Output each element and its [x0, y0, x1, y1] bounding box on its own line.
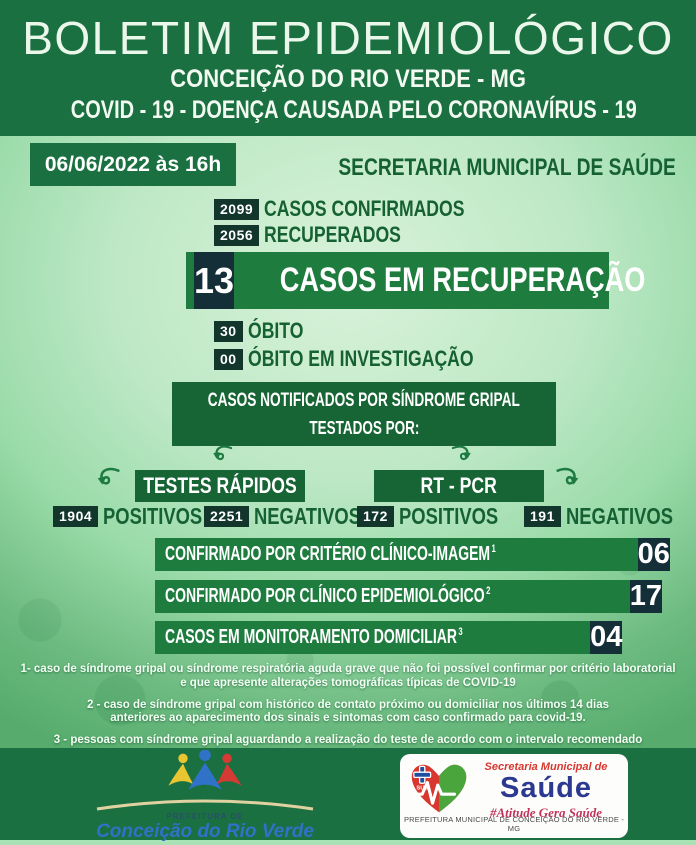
deaths-row: 30 ÓBITO	[214, 318, 317, 343]
bottom-strip	[0, 840, 696, 845]
svg-text:SUS: SUS	[416, 786, 428, 792]
rapid-negatives: 2251 NEGATIVOS	[204, 502, 388, 529]
criteria-value: 06	[637, 538, 670, 571]
criteria-row-clinical-image: CONFIRMADO POR CRITÉRIO CLÍNICO-IMAGEM1 …	[155, 538, 670, 571]
recovered-label: RECUPERADOS	[264, 222, 402, 247]
deaths-investigation-count-badge: 00	[214, 348, 243, 370]
swirl-arrow-icon	[97, 467, 120, 485]
in-recovery-label-wrap: CASOS EM RECUPERAÇÃO	[279, 261, 646, 299]
criteria-row-epidemiological: CONFIRMADO POR CLÍNICO EPIDEMIOLÓGICO2 1…	[155, 580, 663, 613]
heart-logo-icon: SUS	[411, 764, 467, 813]
health-logo-name: Saúde	[499, 772, 593, 804]
deaths-count-badge: 30	[214, 320, 243, 342]
pcr-positives: 172 POSITIVOS	[357, 502, 523, 529]
date-badge: 06/06/2022 às 16h	[30, 143, 236, 186]
header-subtitle-wrap: CONCEIÇÃO DO RIO VERDE - MG	[0, 65, 696, 94]
rapid-positives-count: 1904	[53, 505, 99, 527]
department-title: SECRETARIA MUNICIPAL DE SAÚDE	[338, 154, 676, 181]
rtpcr-box: RT - PCR	[374, 470, 544, 502]
pcr-negatives: 191 NEGATIVOS	[524, 502, 696, 529]
sus-cross-icon: SUS	[413, 765, 432, 792]
notified-line2: TESTADOS POR:	[308, 417, 419, 438]
health-logo-card: SUS Secretaria Municipal de Saúde #Atitu…	[400, 754, 628, 838]
header-subtitle2-wrap: COVID - 19 - DOENÇA CAUSADA PELO CORONAV…	[0, 94, 696, 125]
swirl-arrow-icon	[451, 445, 471, 461]
page-title: BOLETIM EPIDEMIOLÓGICO	[22, 12, 674, 64]
arc-swoosh-icon	[96, 799, 314, 811]
criteria-value: 17	[629, 580, 663, 613]
notified-line1: CASOS NOTIFICADOS POR SÍNDROME GRIPAL	[207, 389, 521, 411]
recovered-count-badge: 2056	[214, 224, 260, 246]
confirmed-count-badge: 2099	[214, 198, 260, 220]
footnote-1: 1- caso de síndrome gripal ou síndrome r…	[20, 663, 676, 689]
pcr-negatives-label: NEGATIVOS	[565, 502, 673, 529]
city-logo-name: Conceição do Rio Verde	[96, 821, 314, 842]
pcr-positives-label: POSITIVOS	[398, 502, 499, 529]
criteria-label-wrap: CASOS EM MONITORAMENTO DOMICILIAR3	[155, 621, 591, 654]
pcr-positives-count: 172	[357, 505, 394, 527]
deaths-investigation-label: ÓBITO EM INVESTIGAÇÃO	[247, 346, 474, 371]
swirl-arrow-icon	[213, 445, 233, 461]
health-logo-line1: Secretaria Municipal de	[484, 761, 608, 773]
health-logo-footer-line: PREFEITURA MUNICIPAL DE CONCEIÇÃO DO RIO…	[403, 815, 625, 833]
deaths-label: ÓBITO	[247, 318, 303, 343]
city-subtitle: CONCEIÇÃO DO RIO VERDE - MG	[170, 65, 526, 93]
rapid-positives: 1904 POSITIVOS	[53, 502, 227, 529]
criteria-label-wrap: CONFIRMADO POR CLÍNICO EPIDEMIOLÓGICO2	[155, 580, 630, 613]
rapid-negatives-count: 2251	[204, 505, 250, 527]
recovered-row: 2056 RECUPERADOS	[214, 222, 435, 247]
confirmed-label: CASOS CONFIRMADOS	[264, 196, 465, 221]
deaths-investigation-row: 00 ÓBITO EM INVESTIGAÇÃO	[214, 346, 530, 371]
in-recovery-count: 13	[194, 252, 235, 309]
criteria-row-home-monitoring: CASOS EM MONITORAMENTO DOMICILIAR3 04	[155, 621, 623, 654]
rapid-tests-box: TESTES RÁPIDOS	[135, 470, 305, 502]
swirl-arrow-icon	[556, 467, 579, 485]
city-hall-logo: PREFEITURA DE Conceição do Rio Verde UMA…	[85, 749, 325, 845]
date-text: 06/06/2022 às 16h	[44, 152, 222, 176]
rapid-positives-label: POSITIVOS	[103, 502, 203, 529]
criteria-label-wrap: CONFIRMADO POR CRITÉRIO CLÍNICO-IMAGEM1	[155, 538, 638, 571]
notified-box: CASOS NOTIFICADOS POR SÍNDROME GRIPAL TE…	[172, 382, 556, 446]
people-logo-icon	[168, 749, 242, 790]
in-recovery-box: 13 CASOS EM RECUPERAÇÃO	[186, 252, 646, 309]
health-logo-slogan: #Atitude Gera Saúde	[490, 805, 602, 820]
confirmed-row: 2099 CASOS CONFIRMADOS	[214, 196, 515, 221]
footnotes: 1- caso de síndrome gripal ou síndrome r…	[18, 663, 678, 756]
city-logo-line1: PREFEITURA DE	[166, 812, 244, 821]
header: BOLETIM EPIDEMIOLÓGICO CONCEIÇÃO DO RIO …	[0, 0, 696, 136]
health-logo-row: SUS Secretaria Municipal de Saúde #Atitu…	[400, 754, 628, 819]
covid-subtitle: COVID - 19 - DOENÇA CAUSADA PELO CORONAV…	[70, 95, 637, 124]
criteria-value: 04	[590, 621, 623, 654]
pcr-negatives-count: 191	[524, 505, 561, 527]
footnote-2: 2 - caso de síndrome gripal com históric…	[86, 698, 610, 725]
rapid-negatives-label: NEGATIVOS	[254, 502, 362, 529]
health-logo-texts: Secretaria Municipal de Saúde #Atitude G…	[470, 760, 622, 820]
footnote-3: 3 - pessoas com síndrome gripal aguardan…	[53, 734, 643, 747]
